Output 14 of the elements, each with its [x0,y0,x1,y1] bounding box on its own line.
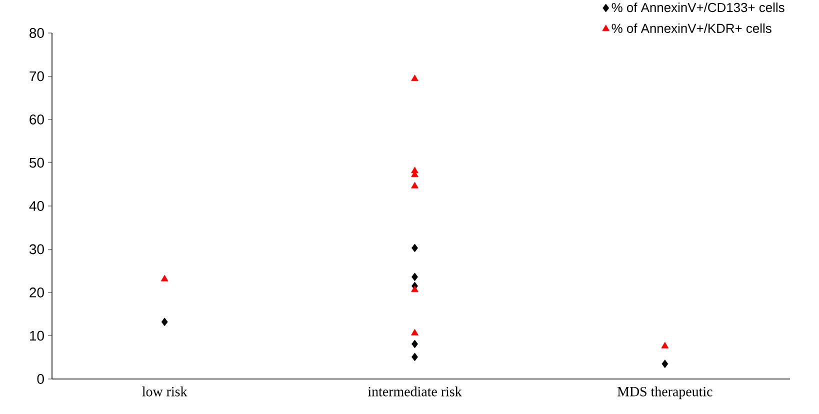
y-tick-label: 0 [37,374,44,384]
y-tick-label: 30 [30,244,44,254]
x-tick-label: MDS therapeutic [618,386,712,400]
y-tick-label: 40 [29,201,44,211]
y-tick-label: 10 [30,330,44,341]
y-tick-label: 80 [30,28,44,38]
y-tick-label: 70 [30,71,44,82]
y-tick-label: 60 [30,114,44,124]
x-tick-label: intermediate risk [368,386,462,396]
legend-label: % of AnnexinV+/CD133+ cells [612,2,784,12]
x-tick-label: low risk [142,386,188,396]
y-tick-label: 20 [30,288,44,298]
legend-label: % of AnnexinV+/KDR+ cells [612,23,772,33]
y-tick-label: 50 [30,158,44,168]
